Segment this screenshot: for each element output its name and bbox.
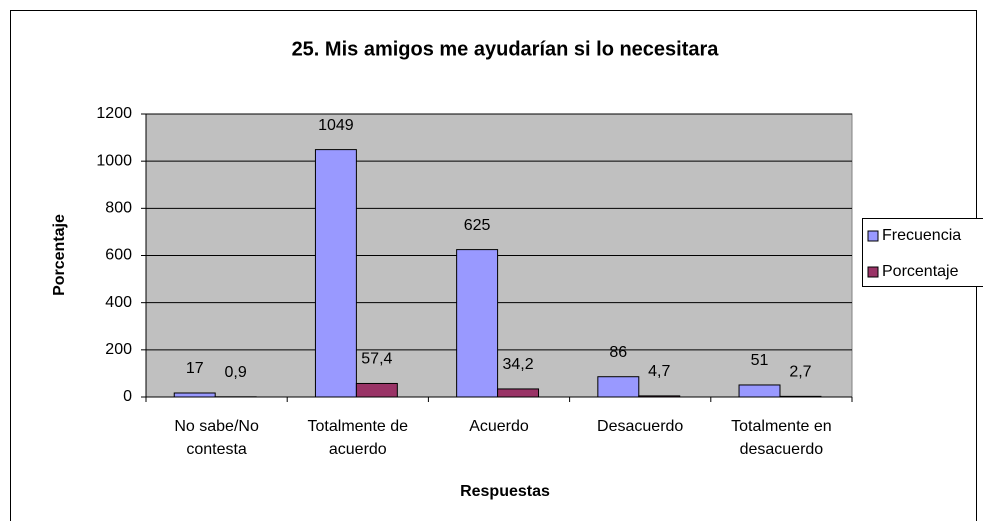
- x-tick-label: Totalmente en desacuerdo: [731, 418, 832, 458]
- bar: [597, 376, 640, 398]
- x-tick-label: Totalmente de acuerdo: [308, 418, 409, 458]
- bar: [497, 388, 540, 398]
- legend-box: [862, 218, 983, 287]
- data-label: 51: [751, 352, 769, 369]
- y-tick-label: 1000: [96, 152, 132, 169]
- legend-label: Frecuencia: [882, 227, 961, 244]
- y-tick-label: 800: [105, 200, 132, 217]
- x-tick-label: Acuerdo: [469, 418, 529, 435]
- chart-title: 25. Mis amigos me ayudarían si lo necesi…: [292, 38, 720, 60]
- x-tick-label-line: desacuerdo: [740, 441, 824, 458]
- legend-swatch: [867, 230, 879, 242]
- data-label: 2,7: [789, 364, 811, 381]
- data-label: 34,2: [502, 356, 533, 373]
- x-tick-label: No sabe/No contesta: [174, 418, 259, 458]
- legend-label: Porcentaje: [882, 263, 959, 280]
- x-axis-label: Respuestas: [460, 483, 550, 500]
- y-tick-label: 400: [105, 294, 132, 311]
- x-tick-label-line: No sabe/No: [174, 418, 259, 435]
- bar: [314, 149, 357, 398]
- legend-swatch: [867, 266, 879, 278]
- data-label: 57,4: [361, 351, 392, 368]
- bar: [779, 395, 822, 398]
- x-tick-label-line: Desacuerdo: [597, 418, 683, 435]
- data-label: 1049: [318, 117, 354, 134]
- x-tick-label-line: acuerdo: [329, 441, 387, 458]
- x-tick-label-line: Totalmente de: [308, 418, 409, 435]
- y-tick-label: 200: [105, 341, 132, 358]
- y-tick-label: 1200: [96, 105, 132, 122]
- data-label: 0,9: [225, 364, 247, 381]
- bar: [355, 382, 398, 398]
- y-tick-label: 600: [105, 247, 132, 264]
- data-label: 625: [464, 217, 491, 234]
- x-tick-label-line: Totalmente en: [731, 418, 832, 435]
- x-tick-label-line: Acuerdo: [469, 418, 529, 435]
- bar: [173, 392, 216, 398]
- bar: [738, 384, 781, 398]
- data-label: 86: [609, 344, 627, 361]
- y-tick-label: 0: [123, 388, 132, 405]
- data-label: 4,7: [648, 363, 670, 380]
- bar: [456, 249, 499, 398]
- bar: [638, 395, 681, 398]
- x-tick-label: Desacuerdo: [597, 418, 683, 435]
- data-label: 17: [186, 360, 204, 377]
- x-tick-label-line: contesta: [186, 441, 247, 458]
- y-axis-label: Porcentaje: [51, 214, 68, 296]
